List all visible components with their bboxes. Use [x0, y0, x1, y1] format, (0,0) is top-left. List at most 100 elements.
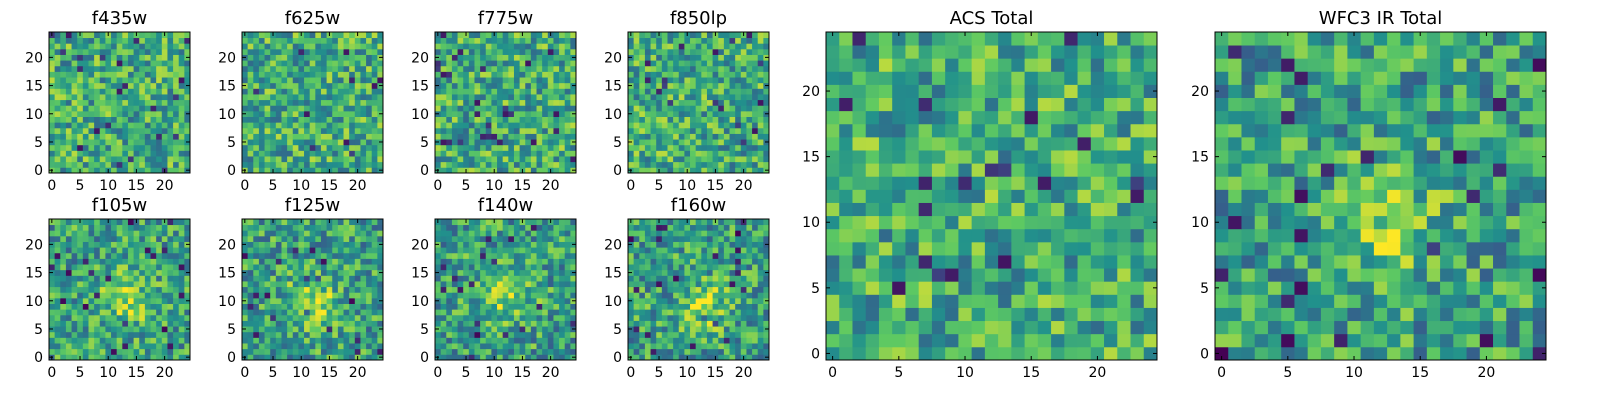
heatmap-cell — [491, 161, 498, 168]
heatmap-cell — [133, 144, 140, 151]
heatmap-cell — [332, 94, 339, 101]
heatmap-cell — [740, 343, 747, 350]
heatmap-cell — [457, 247, 464, 254]
heatmap-cell — [258, 116, 265, 123]
heatmap-cell — [60, 94, 67, 101]
heatmap-cell — [94, 48, 101, 55]
heatmap-cell — [525, 309, 532, 316]
heatmap-cell — [292, 326, 299, 333]
heatmap-cell — [298, 314, 305, 321]
heatmap-cell — [690, 60, 697, 67]
heatmap-cell — [440, 219, 447, 226]
heatmap-cell — [542, 139, 549, 146]
heatmap-cell — [99, 60, 106, 67]
heatmap-cell — [684, 156, 691, 163]
heatmap-cell — [337, 150, 344, 157]
heatmap-cell — [247, 82, 254, 89]
heatmap-cell — [457, 252, 464, 259]
heatmap-cell — [264, 110, 271, 117]
heatmap-cell — [320, 219, 327, 226]
heatmap-cell — [729, 116, 736, 123]
heatmap-cell — [661, 65, 668, 72]
heatmap-cell — [536, 94, 543, 101]
heatmap-cell — [111, 82, 118, 89]
heatmap-cell — [547, 65, 554, 72]
heatmap-cell — [536, 99, 543, 106]
heatmap-cell — [366, 82, 373, 89]
heatmap-cell — [270, 252, 277, 259]
heatmap-cell — [99, 297, 106, 304]
heatmap-cell — [673, 71, 680, 78]
heatmap-cell — [491, 343, 498, 350]
y-tick-label: 0 — [34, 350, 43, 366]
heatmap-cell — [513, 309, 520, 316]
heatmap-cell — [315, 292, 322, 299]
heatmap-cell — [161, 230, 168, 237]
heatmap-cell — [184, 309, 191, 316]
heatmap-cell — [242, 133, 249, 140]
heatmap-cell — [463, 343, 470, 350]
heatmap-cell — [706, 144, 713, 151]
heatmap-cell — [88, 127, 95, 134]
heatmap-cell — [287, 252, 294, 259]
heatmap-cell — [690, 354, 697, 361]
heatmap-cell — [746, 150, 753, 157]
heatmap-cell — [315, 60, 322, 67]
heatmap-cell — [88, 326, 95, 333]
heatmap-cell — [337, 224, 344, 231]
heatmap-cell — [54, 286, 61, 293]
heatmap-cell — [435, 247, 442, 254]
heatmap-cell — [258, 337, 265, 344]
heatmap-cell — [304, 88, 311, 95]
heatmap-cell — [656, 275, 663, 282]
heatmap-cell — [292, 303, 299, 310]
heatmap-cell — [650, 94, 657, 101]
heatmap-cell — [536, 247, 543, 254]
heatmap-cell — [54, 161, 61, 168]
heatmap-cell — [292, 32, 299, 39]
heatmap-cell — [332, 303, 339, 310]
heatmap-cell — [150, 241, 157, 248]
heatmap-cell — [281, 167, 288, 174]
heatmap-cell — [746, 314, 753, 321]
heatmap-cell — [156, 230, 163, 237]
heatmap-cell — [167, 127, 174, 134]
heatmap-cell — [315, 88, 322, 95]
heatmap-cell — [757, 144, 764, 151]
heatmap-cell — [377, 224, 384, 231]
heatmap-cell — [706, 326, 713, 333]
heatmap-cell — [667, 281, 674, 288]
heatmap-cell — [184, 331, 191, 338]
heatmap-cell — [343, 105, 350, 112]
heatmap-cell — [457, 32, 464, 39]
heatmap-cell — [678, 286, 685, 293]
heatmap-cell — [667, 77, 674, 84]
heatmap-cell — [435, 292, 442, 299]
heatmap-cell — [144, 241, 151, 248]
heatmap-cell — [667, 156, 674, 163]
heatmap-cell — [457, 54, 464, 61]
heatmap-cell — [553, 167, 560, 174]
heatmap-cell — [706, 275, 713, 282]
heatmap-cell — [122, 343, 129, 350]
heatmap-cell — [564, 230, 571, 237]
heatmap-cell — [468, 219, 475, 226]
heatmap-cell — [446, 37, 453, 44]
heatmap-cell — [667, 105, 674, 112]
heatmap-cell — [536, 60, 543, 67]
heatmap-cell — [354, 286, 361, 293]
heatmap-cell — [82, 235, 89, 242]
heatmap-cell — [559, 337, 566, 344]
heatmap-cell — [729, 297, 736, 304]
heatmap-cell — [82, 110, 89, 117]
heatmap-cell — [553, 94, 560, 101]
heatmap-cell — [343, 156, 350, 163]
heatmap-cell — [519, 37, 526, 44]
heatmap-cell — [349, 48, 356, 55]
heatmap-cell — [633, 286, 640, 293]
heatmap-cell — [497, 337, 504, 344]
heatmap-cell — [639, 37, 646, 44]
heatmap-cell — [633, 139, 640, 146]
heatmap-cell — [326, 139, 333, 146]
